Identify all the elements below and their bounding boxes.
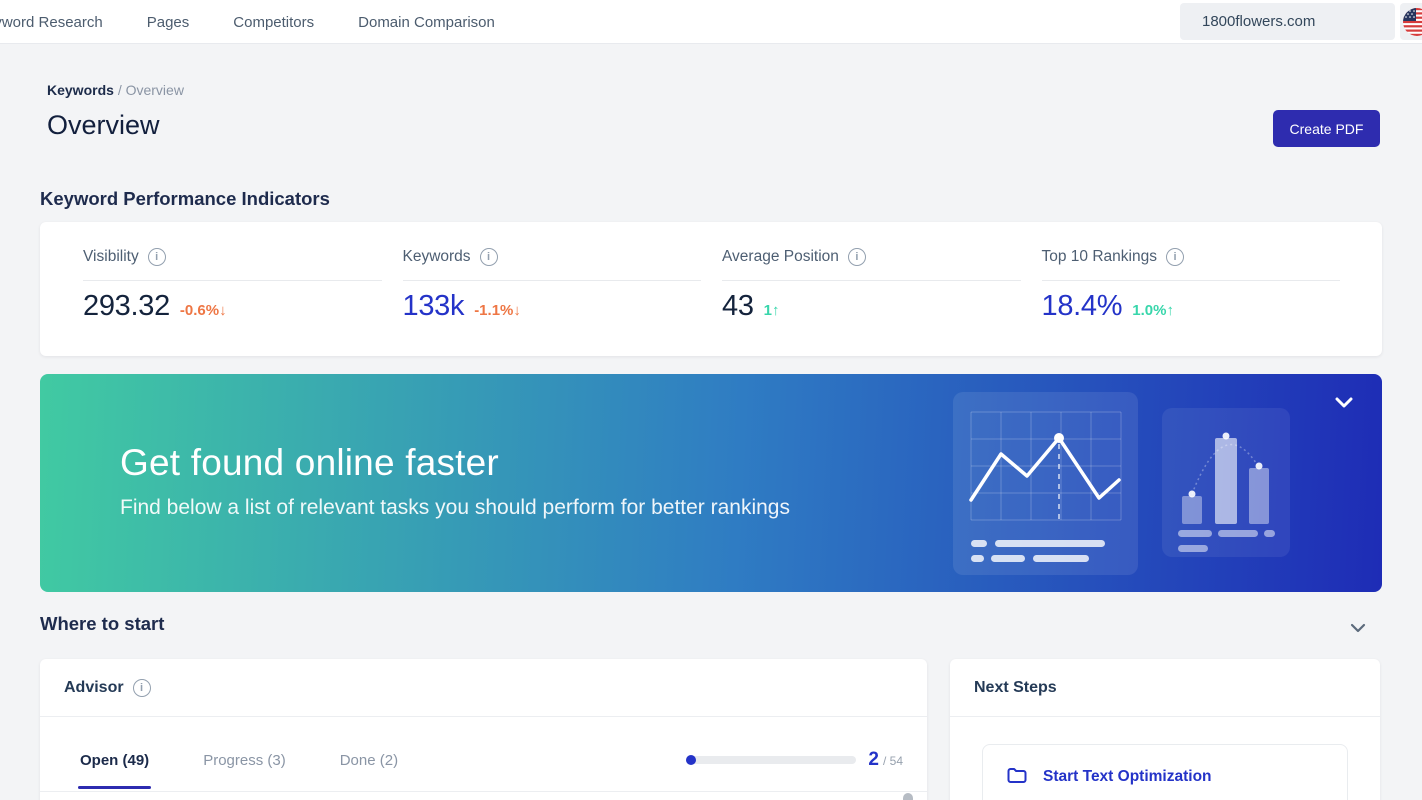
progress-current: 2 bbox=[868, 749, 879, 770]
info-icon[interactable] bbox=[1165, 248, 1184, 266]
breadcrumb-keywords[interactable]: Keywords bbox=[47, 82, 114, 98]
trend-up-icon: ↑ bbox=[772, 302, 780, 319]
chevron-down-icon bbox=[1350, 623, 1366, 633]
tab-done[interactable]: Done (2) bbox=[339, 751, 399, 769]
tab-open[interactable]: Open (49) bbox=[77, 729, 152, 791]
kpi-change: -1.1%↓ bbox=[474, 302, 521, 319]
section-collapse-button[interactable] bbox=[1350, 620, 1366, 638]
divider bbox=[722, 280, 1021, 281]
advisor-header: Advisor bbox=[40, 659, 927, 717]
kpi-value: 43 bbox=[722, 290, 754, 322]
kpi-change: 1.0%↑ bbox=[1132, 302, 1174, 319]
advisor-tabs-row: Open (49) Progress (3) Done (2) 2 / 54 bbox=[40, 717, 927, 792]
kpi-label: Keywords bbox=[402, 248, 471, 265]
trend-up-icon: ↑ bbox=[1166, 302, 1174, 319]
change-value: 1 bbox=[763, 302, 773, 319]
kpi-value: 18.4% bbox=[1041, 290, 1123, 322]
info-icon[interactable] bbox=[847, 248, 866, 266]
next-step-item[interactable]: Start Text Optimization bbox=[982, 744, 1348, 800]
us-flag-icon bbox=[1403, 7, 1422, 36]
tab-progress[interactable]: Progress (3) bbox=[203, 751, 286, 769]
kpi-top-10-rankings: Top 10 Rankings 18.4% 1.0%↑ bbox=[1041, 247, 1340, 356]
change-value: -1.1% bbox=[474, 302, 514, 319]
breadcrumb-separator: / bbox=[117, 82, 122, 98]
banner-collapse-button[interactable] bbox=[1335, 395, 1353, 413]
change-value: -0.6% bbox=[179, 302, 220, 319]
bar-chart-illustration bbox=[1162, 408, 1290, 557]
kpi-change: -0.6%↓ bbox=[180, 302, 227, 319]
next-steps-title: Next Steps bbox=[974, 678, 1057, 696]
top-navigation-bar: Keyword Research Pages Competitors Domai… bbox=[0, 0, 1422, 44]
kpi-value: 293.32 bbox=[83, 290, 170, 322]
chevron-down-icon bbox=[1335, 397, 1353, 408]
nav-item-domain-comparison[interactable]: Domain Comparison bbox=[358, 13, 495, 31]
kpi-label: Top 10 Rankings bbox=[1041, 248, 1157, 265]
domain-input[interactable] bbox=[1180, 3, 1395, 40]
promo-banner: Get found online faster Find below a lis… bbox=[40, 374, 1382, 592]
nav-item-pages[interactable]: Pages bbox=[146, 13, 190, 31]
next-steps-header: Next Steps bbox=[950, 659, 1380, 717]
scrollbar-thumb[interactable] bbox=[903, 793, 913, 800]
kpi-label: Average Position bbox=[722, 248, 839, 265]
advisor-progress: 2 / 54 bbox=[686, 749, 903, 771]
info-icon[interactable] bbox=[132, 678, 151, 697]
create-pdf-button[interactable]: Create PDF bbox=[1273, 110, 1380, 147]
trend-down-icon: ↓ bbox=[219, 302, 227, 319]
nav-item-competitors[interactable]: Competitors bbox=[233, 13, 315, 31]
advisor-tabs: Open (49) Progress (3) Done (2) bbox=[77, 729, 399, 791]
breadcrumb-current: Overview bbox=[125, 82, 184, 98]
divider bbox=[1041, 280, 1340, 281]
line-chart-illustration bbox=[953, 392, 1138, 575]
banner-subtitle: Find below a list of relevant tasks you … bbox=[120, 496, 790, 519]
nav-item-keyword-research[interactable]: Keyword Research bbox=[0, 13, 103, 31]
kpi-average-position: Average Position 43 1↑ bbox=[722, 247, 1021, 356]
next-step-label: Start Text Optimization bbox=[1043, 768, 1212, 785]
where-to-start-heading: Where to start bbox=[40, 613, 165, 634]
info-icon[interactable] bbox=[147, 248, 166, 266]
advisor-card: Advisor Open (49) Progress (3) Done (2) … bbox=[40, 659, 927, 800]
kpi-keywords: Keywords 133k -1.1%↓ bbox=[402, 247, 701, 356]
kpi-card: Visibility 293.32 -0.6%↓ Keywords 133k -… bbox=[40, 222, 1382, 356]
banner-title: Get found online faster bbox=[120, 442, 499, 483]
progress-fill bbox=[686, 755, 697, 765]
kpi-visibility: Visibility 293.32 -0.6%↓ bbox=[83, 247, 382, 356]
kpi-section-heading: Keyword Performance Indicators bbox=[40, 188, 330, 209]
progress-count: 2 / 54 bbox=[868, 749, 903, 771]
kpi-change: 1↑ bbox=[764, 302, 780, 319]
progress-total: / 54 bbox=[882, 754, 903, 768]
change-value: 1.0% bbox=[1132, 302, 1167, 319]
divider bbox=[402, 280, 701, 281]
country-selector[interactable] bbox=[1400, 3, 1422, 40]
breadcrumb: Keywords / Overview bbox=[47, 82, 184, 98]
page-title: Overview bbox=[47, 110, 160, 140]
main-nav: Keyword Research Pages Competitors Domai… bbox=[0, 0, 495, 44]
info-icon[interactable] bbox=[479, 248, 498, 266]
progress-bar bbox=[686, 755, 857, 765]
kpi-label: Visibility bbox=[83, 248, 139, 265]
kpi-value: 133k bbox=[402, 290, 465, 322]
next-steps-card: Next Steps Start Text Optimization bbox=[950, 659, 1380, 800]
folder-icon bbox=[1007, 768, 1027, 783]
advisor-title: Advisor bbox=[64, 678, 124, 696]
trend-down-icon: ↓ bbox=[513, 302, 521, 319]
divider bbox=[83, 280, 382, 281]
